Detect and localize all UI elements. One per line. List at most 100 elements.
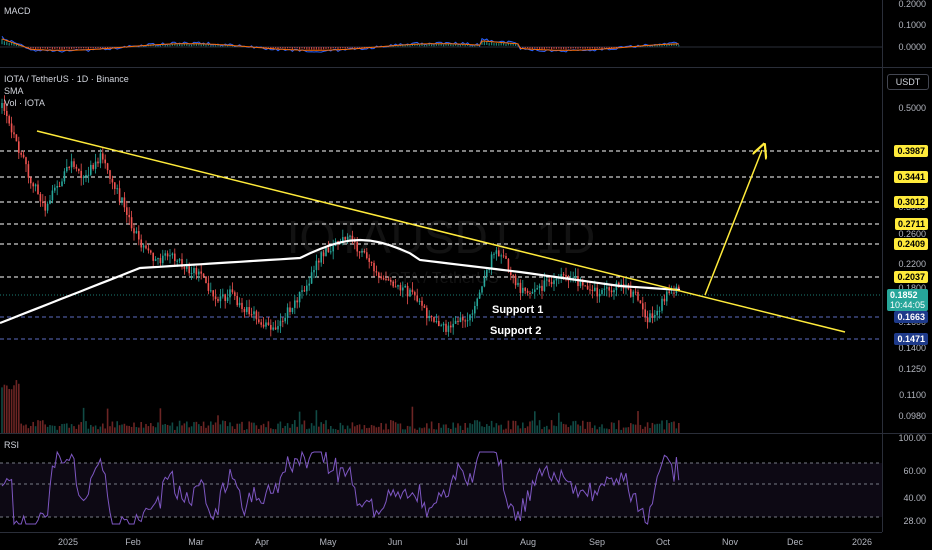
- candle: [524, 287, 526, 291]
- candle: [44, 203, 46, 211]
- volume-bar: [306, 429, 308, 433]
- main-pane[interactable]: IOTAUSDT, 1D IOTA / TetherUS IOTA / Teth…: [0, 68, 932, 433]
- volume-bar: [457, 423, 459, 433]
- macd-histogram-bar: [351, 47, 353, 48]
- volume-bar: [262, 423, 265, 433]
- candle: [310, 272, 313, 284]
- candle: [502, 255, 505, 257]
- macd-histogram-bar: [455, 43, 457, 46]
- volume-bar: [555, 426, 558, 433]
- macd-histogram-bar: [630, 45, 632, 47]
- macd-histogram-bar: [318, 47, 320, 50]
- macd-histogram-bar: [332, 47, 334, 49]
- macd-plot[interactable]: MACD: [0, 0, 882, 67]
- volume-bar: [663, 429, 666, 433]
- candle: [514, 275, 517, 286]
- candle: [486, 269, 488, 277]
- volume-bar: [325, 420, 327, 433]
- level-tag: 0.3012: [894, 196, 928, 208]
- currency-button[interactable]: USDT: [887, 74, 929, 90]
- macd-histogram-bar: [13, 43, 15, 46]
- candle: [538, 285, 541, 289]
- macd-histogram-bar: [591, 47, 593, 49]
- candle: [142, 245, 145, 248]
- candle: [370, 261, 373, 263]
- candle: [253, 311, 255, 315]
- volume-bar: [234, 428, 236, 433]
- candle: [548, 279, 550, 282]
- candle: [438, 320, 440, 326]
- macd-histogram-bar: [599, 47, 601, 49]
- candle: [651, 313, 654, 318]
- support-2-label: Support 2: [490, 325, 542, 337]
- candle: [471, 313, 474, 315]
- volume-bar: [380, 422, 382, 433]
- candle: [584, 285, 586, 287]
- volume-bar: [85, 421, 87, 433]
- volume-bar: [541, 429, 543, 433]
- volume-bar: [435, 429, 438, 433]
- candle: [214, 296, 217, 300]
- time-label: May: [319, 537, 337, 547]
- macd-histogram-bar: [474, 45, 476, 47]
- symbol-legend[interactable]: IOTA / TetherUS · 1D · Binance: [4, 74, 129, 84]
- volume-bar: [606, 428, 608, 433]
- macd-histogram-bar: [169, 44, 171, 47]
- candle: [178, 259, 181, 261]
- candle: [457, 320, 459, 322]
- macd-histogram-bar: [536, 47, 538, 49]
- level-tag: 0.2037: [894, 271, 928, 283]
- price-axis[interactable]: USDT 0.5000 0.3000 0.2600 0.2200 0.1800 …: [882, 68, 932, 433]
- candle: [13, 132, 15, 135]
- volume-bar: [138, 427, 140, 433]
- volume-bar: [351, 422, 354, 433]
- macd-histogram-bar: [11, 42, 13, 46]
- rsi-plot[interactable]: RSI: [0, 434, 882, 532]
- macd-histogram-bar: [503, 42, 505, 46]
- pane-separator[interactable]: [0, 67, 932, 68]
- volume-bar: [406, 425, 409, 433]
- volume-bar: [560, 421, 562, 433]
- macd-pane[interactable]: MACD 0.2000 0.1000 0.0000: [0, 0, 932, 67]
- volume-bar: [315, 410, 318, 433]
- volume-bar: [246, 429, 248, 433]
- macd-histogram-bar: [205, 45, 207, 47]
- volume-legend[interactable]: Vol · IOTA: [4, 98, 45, 108]
- volume-bar: [205, 427, 207, 433]
- macd-histogram-bar: [107, 47, 109, 49]
- rsi-pane[interactable]: RSI 100.00 60.00 40.00 28.00: [0, 433, 932, 532]
- price-axis-label: 0.1800: [898, 283, 926, 293]
- candle: [399, 285, 402, 291]
- candle: [15, 134, 18, 142]
- time-axis[interactable]: 2025 Feb Mar Apr May Jun Jul Aug Sep Oct…: [0, 532, 882, 550]
- candle: [478, 292, 481, 299]
- macd-price-axis[interactable]: 0.2000 0.1000 0.0000: [882, 0, 932, 67]
- volume-bar: [126, 425, 128, 433]
- volume-bar: [536, 425, 538, 433]
- support-2-price-tag: 0.1471: [894, 333, 928, 345]
- macd-histogram-bar: [59, 47, 61, 50]
- candle: [226, 297, 229, 301]
- candle: [416, 295, 418, 302]
- pane-separator[interactable]: [0, 433, 932, 434]
- volume-bar: [517, 425, 519, 433]
- macd-histogram-bar: [167, 44, 169, 47]
- volume-bar: [116, 421, 118, 433]
- candle: [630, 289, 632, 297]
- macd-histogram-bar: [555, 47, 557, 49]
- candle: [642, 303, 644, 310]
- volume-bar: [231, 426, 234, 433]
- macd-histogram-bar: [608, 47, 610, 49]
- candle: [224, 294, 226, 301]
- candle: [267, 322, 270, 325]
- price-plot[interactable]: IOTAUSDT, 1D IOTA / TetherUS IOTA / Teth…: [0, 68, 882, 433]
- candle: [637, 291, 639, 301]
- volume-bar: [294, 420, 296, 433]
- candle: [385, 278, 387, 280]
- price-axis-label: 0.2200: [898, 259, 926, 269]
- rsi-axis[interactable]: 100.00 60.00 40.00 28.00: [882, 433, 932, 532]
- candle: [58, 186, 61, 188]
- sma-legend[interactable]: SMA: [4, 86, 24, 96]
- candle: [632, 291, 634, 297]
- macd-histogram-bar: [447, 43, 449, 46]
